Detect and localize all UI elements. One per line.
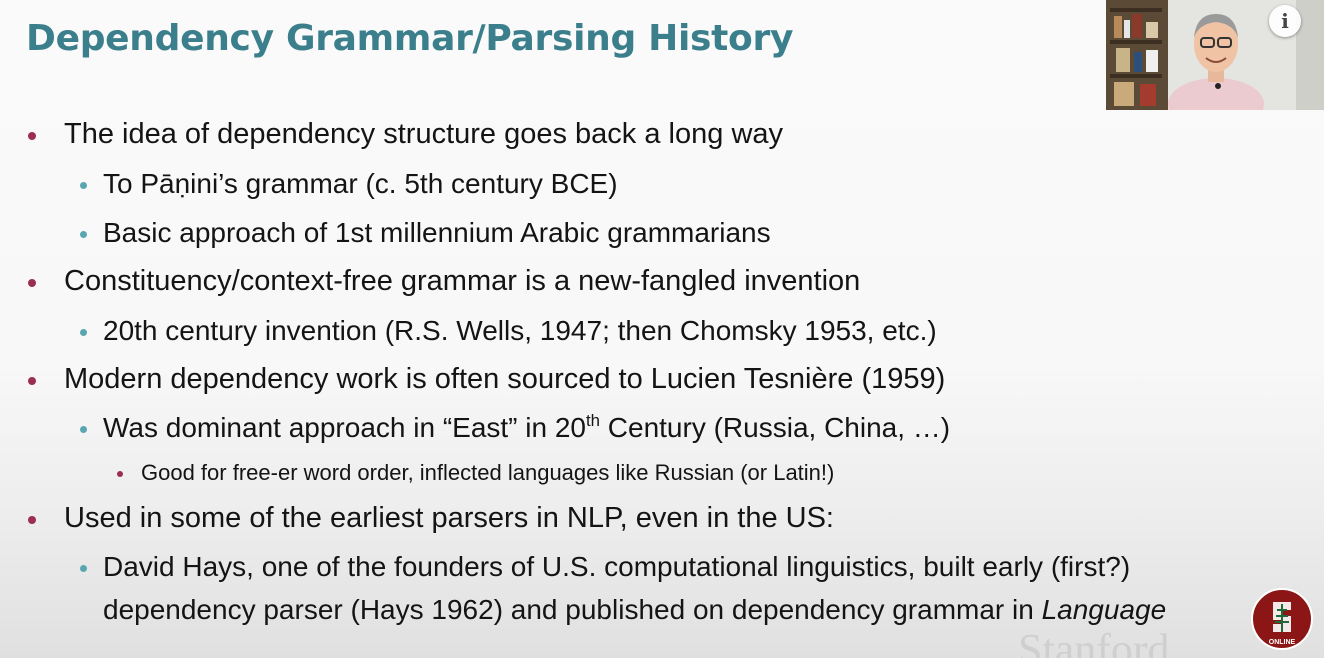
bullet-dot xyxy=(28,279,36,287)
bullet-text: Modern dependency work is often sourced … xyxy=(64,363,946,395)
sub-bullet-2-1: 20th century invention (R.S. Wells, 1947… xyxy=(80,315,937,346)
bullet-4: Used in some of the earliest parsers in … xyxy=(28,502,834,534)
sub-bullet-dot xyxy=(80,565,87,572)
journal-name: Language xyxy=(1041,594,1167,625)
sub-bullet-dot xyxy=(80,426,87,433)
sub-sub-bullet-3-1-1: Good for free-er word order, inflected l… xyxy=(117,460,835,485)
bullet-text: Constituency/context-free grammar is a n… xyxy=(64,265,861,297)
sub-bullet-4-1-continuation: dependency parser (Hays 1962) and publis… xyxy=(103,594,1166,626)
sub-bullet-1-1: To Pāṇini’s grammar (c. 5th century BCE) xyxy=(80,168,618,199)
sub-bullet-text: 20th century invention (R.S. Wells, 1947… xyxy=(103,315,937,346)
bullet-dot xyxy=(28,516,36,524)
stanford-wordmark: Stanford xyxy=(1018,625,1170,658)
bullet-1: The idea of dependency structure goes ba… xyxy=(28,118,784,150)
sub-bullet-text: dependency parser (Hays 1962) and publis… xyxy=(103,594,1042,625)
info-icon[interactable]: i xyxy=(1269,5,1301,37)
sub-bullet-text: David Hays, one of the founders of U.S. … xyxy=(103,551,1131,582)
sub-sub-bullet-dot xyxy=(117,471,123,477)
sub-bullet-dot xyxy=(80,329,87,336)
stanford-online-logo: ONLINE xyxy=(1251,588,1313,650)
sub-bullet-1-2: Basic approach of 1st millennium Arabic … xyxy=(80,217,771,248)
slide-title: Dependency Grammar/Parsing History xyxy=(26,18,794,59)
bullet-text: The idea of dependency structure goes ba… xyxy=(64,118,784,150)
sub-bullet-text: To Pāṇini’s grammar (c. 5th century BCE) xyxy=(103,168,618,199)
sub-bullet-3-1: Was dominant approach in “East” in 20th … xyxy=(80,411,951,443)
sub-bullet-4-1: David Hays, one of the founders of U.S. … xyxy=(80,551,1131,582)
sub-bullet-text: Was dominant approach in “East” in 20th … xyxy=(103,411,951,443)
bullet-3: Modern dependency work is often sourced … xyxy=(28,363,946,395)
bullet-dot xyxy=(28,132,36,140)
sub-sub-bullet-text: Good for free-er word order, inflected l… xyxy=(141,460,835,485)
bullet-2: Constituency/context-free grammar is a n… xyxy=(28,265,861,297)
presenter-video xyxy=(1106,0,1324,110)
logo-text: ONLINE xyxy=(1269,639,1296,646)
sub-bullet-text: Basic approach of 1st millennium Arabic … xyxy=(103,217,771,248)
sub-bullet-dot xyxy=(80,231,87,238)
bullet-dot xyxy=(28,377,36,385)
sub-bullet-dot xyxy=(80,182,87,189)
bullet-text: Used in some of the earliest parsers in … xyxy=(64,502,834,534)
